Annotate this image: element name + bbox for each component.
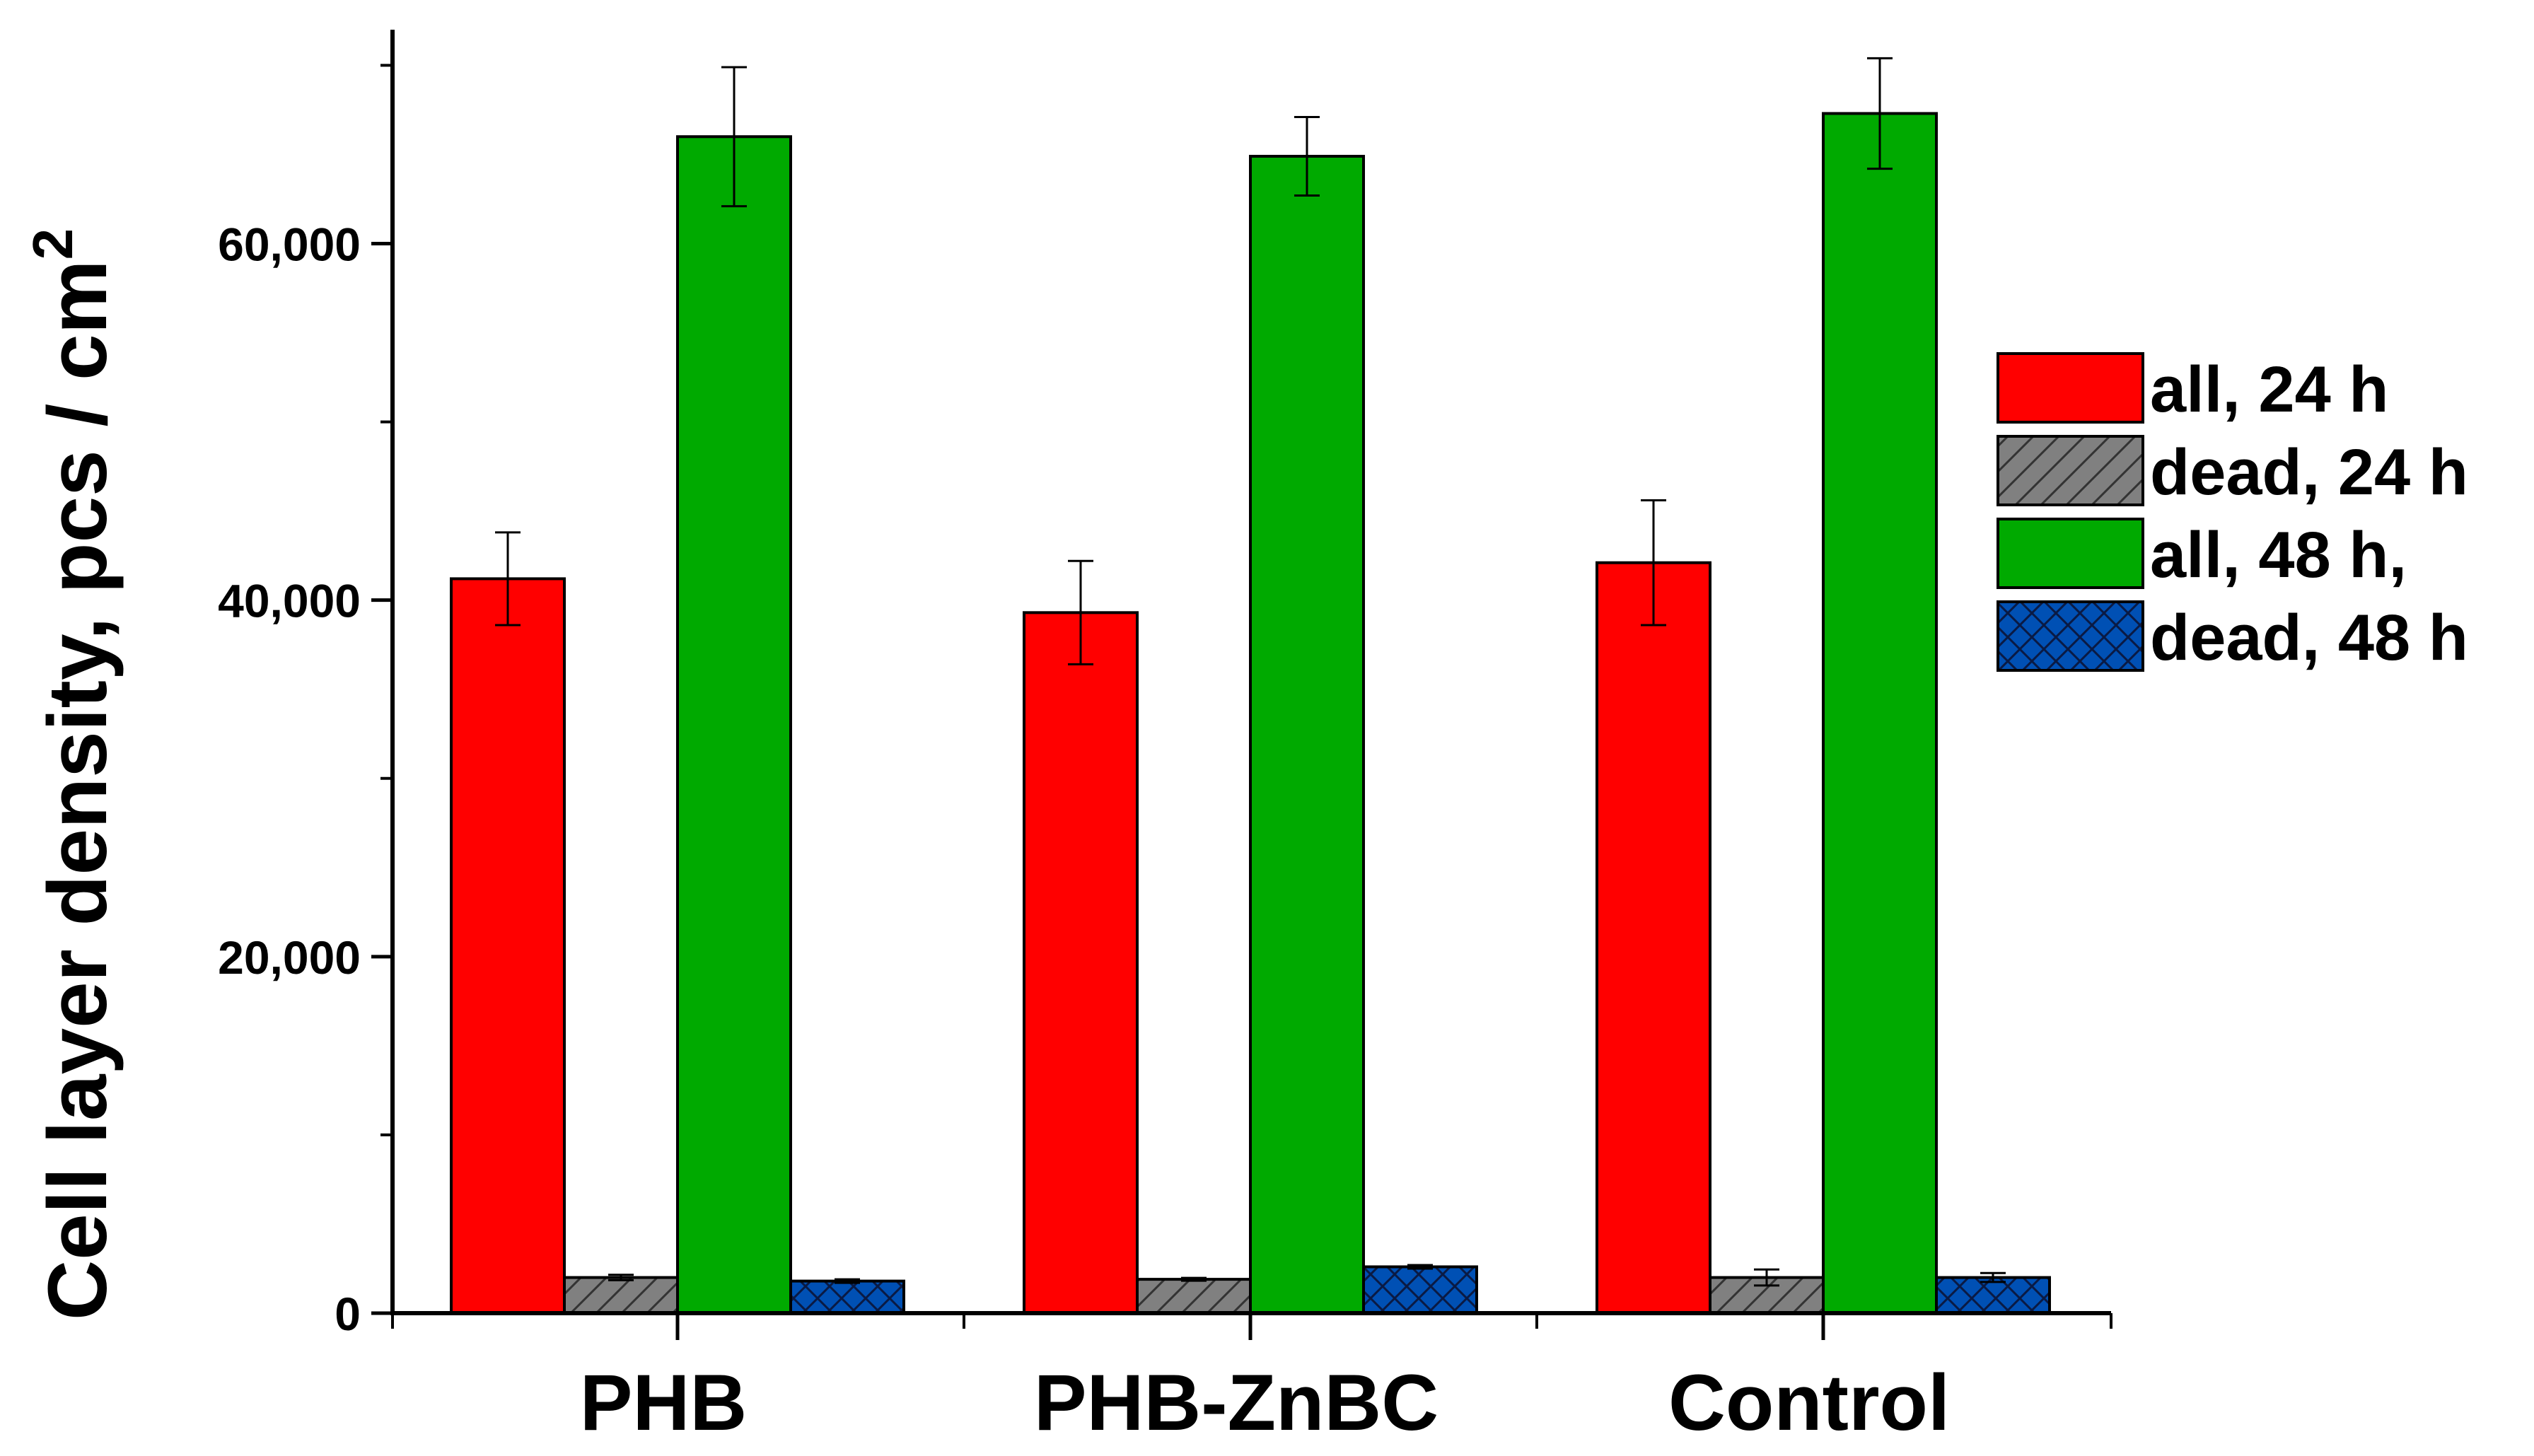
error-bar-control-series-0 <box>1641 499 1666 627</box>
x-tick-label: PHB <box>580 1358 747 1447</box>
bar-phb-series-0 <box>450 577 566 1315</box>
bar-control-series-2 <box>1822 112 1938 1315</box>
legend-swatch <box>1997 600 2144 672</box>
bar-phb-series-1 <box>563 1276 679 1315</box>
legend-swatch <box>1997 435 2144 506</box>
legend-item: all, 24 h <box>1997 352 2389 426</box>
x-tick-label: Control <box>1668 1358 1950 1447</box>
error-bar-phb-znbc-series-1 <box>1181 1276 1207 1282</box>
bar-phb-znbc-series-1 <box>1136 1278 1252 1315</box>
y-tick-label: 20,000 <box>218 931 361 984</box>
bar-phb-series-2 <box>676 135 792 1315</box>
legend-label: all, 24 h <box>2150 354 2389 426</box>
plot-area <box>450 57 2051 1315</box>
legend-swatch <box>1997 352 2144 424</box>
y-tick-label: 60,000 <box>218 219 361 271</box>
legend-label: dead, 24 h <box>2150 436 2468 508</box>
bar-phb-znbc-series-0 <box>1023 611 1139 1315</box>
error-bar-phb-series-2 <box>721 66 747 208</box>
bar-phb-znbc-series-3 <box>1362 1265 1478 1315</box>
legend-item: dead, 24 h <box>1997 435 2468 508</box>
error-bar-phb-series-3 <box>835 1278 860 1284</box>
bar-control-series-0 <box>1596 561 1711 1315</box>
x-tick-label: PHB-ZnBC <box>1034 1358 1439 1447</box>
legend-item: dead, 48 h <box>1997 600 2468 674</box>
axes: 0 20,000 40,000 60,000 PHB PHB-ZnBC Control <box>218 30 2112 1447</box>
bar-phb-series-3 <box>789 1279 905 1315</box>
bar-phb-znbc-series-2 <box>1249 154 1365 1315</box>
y-axis-title-superscript: 2 <box>21 228 84 260</box>
legend-label: all, 48 h, <box>2150 519 2407 591</box>
legend-label: dead, 48 h <box>2150 602 2468 674</box>
legend: all, 24 h dead, 24 h all, 48 h, dead, 48 h <box>1997 352 2468 674</box>
error-bar-phb-znbc-series-3 <box>1407 1264 1433 1270</box>
y-axis-title-text: Cell layer density, pcs / cm <box>31 260 124 1320</box>
error-bar-phb-series-1 <box>608 1274 634 1281</box>
error-bar-phb-znbc-series-0 <box>1068 559 1093 665</box>
error-bar-control-series-3 <box>1980 1271 2006 1283</box>
y-tick-label: 40,000 <box>218 575 361 627</box>
error-bar-phb-znbc-series-2 <box>1294 116 1320 197</box>
legend-swatch <box>1997 518 2144 589</box>
error-bar-phb-series-0 <box>495 531 521 627</box>
y-tick-label: 0 <box>335 1288 361 1340</box>
error-bar-control-series-2 <box>1867 57 1893 170</box>
legend-item: all, 48 h, <box>1997 518 2407 591</box>
error-bar-control-series-1 <box>1754 1268 1779 1287</box>
y-axis-title: Cell layer density, pcs / cm2 <box>21 228 124 1320</box>
